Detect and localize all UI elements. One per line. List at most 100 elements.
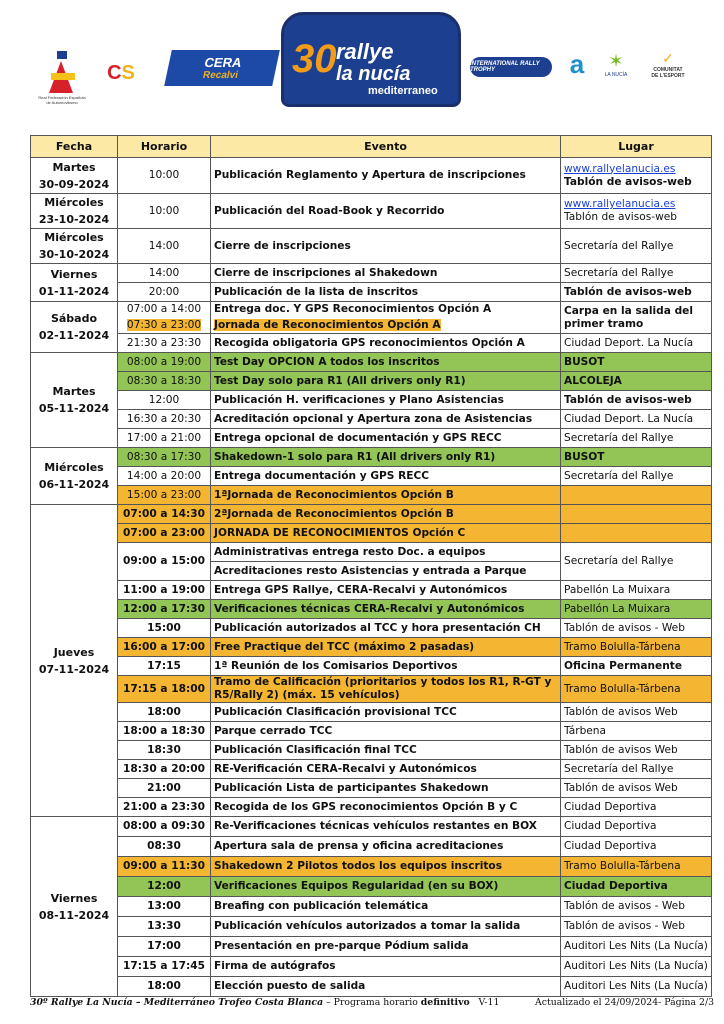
event-text: Publicación del Road-Book y Recorrido: [214, 204, 445, 217]
event-cell: Publicación H. verificaciones y Plano As…: [210, 390, 561, 410]
event-text: Tramo de Calificación (prioritarios y to…: [214, 676, 552, 702]
place-cell: Tramo Bolulla-Tárbena: [560, 675, 712, 703]
website-link[interactable]: www.rallyelanucia.es: [564, 162, 676, 175]
event-text: Jornada de Reconocimientos Opción A: [214, 318, 441, 331]
event-text: Verificaciones técnicas CERA-Recalvi y A…: [214, 602, 525, 615]
date-cell: Martes 30-09-2024: [30, 157, 118, 194]
place-cell: Tablón de avisos - Web: [560, 916, 712, 937]
place-cell: Pabellón La Muixara: [560, 580, 712, 600]
event-text: RE-Verificación CERA-Recalvi y Autonómic…: [214, 762, 477, 775]
event-text: Acreditaciones resto Asistencias y entra…: [214, 564, 527, 577]
table-row: 09:00 a 11:30 Shakedown 2 Pilotos todos l…: [31, 856, 712, 877]
table-row: 12:00 Verificaciones Equipos Regularidad …: [31, 876, 712, 897]
time-text: 12:00: [147, 880, 181, 892]
event-cell: Recogida obligatoria GPS reconocimientos…: [210, 333, 561, 353]
event-text: Administrativas entrega resto Doc. a equ…: [214, 545, 486, 558]
place-text: Auditori Les Nits (La Nucía): [564, 960, 708, 972]
table-row: 20:00 Publicación de la lista de inscrito…: [31, 282, 712, 302]
table-row: 13:00 Breafing con publicación telemática…: [31, 896, 712, 917]
time-text: 13:30: [147, 920, 181, 932]
event-text: Publicación Lista de participantes Shake…: [214, 781, 489, 794]
table-row: 16:00 a 17:00 Free Practique del TCC (máx…: [31, 637, 712, 657]
time-text: 08:00 a 09:30: [123, 820, 205, 832]
table-row: 16:30 a 20:30 Acreditación opcional y Ape…: [31, 409, 712, 429]
event-cell: Firma de autógrafos: [210, 956, 561, 977]
time-cell: 08:30: [117, 836, 211, 857]
event-text: Shakedown 2 Pilotos todos los equipos in…: [214, 860, 503, 872]
table-row: 07:30 a 23:00 Jornada de Reconocimientos …: [31, 317, 712, 334]
event-cell: Entrega doc. Y GPS Reconocimientos Opció…: [210, 301, 561, 318]
place-cell: Tablón de avisos Web: [560, 702, 712, 722]
event-cell: Shakedown-1 solo para R1 (All drivers on…: [210, 447, 561, 467]
time-cell: 07:00 a 14:30: [117, 504, 211, 524]
table-row: 08:30 Apertura sala de prensa y oficina a…: [31, 836, 712, 857]
time-cell: 20:00: [117, 282, 211, 302]
time-cell: 08:30 a 18:30: [117, 371, 211, 391]
date-line: Miércoles: [44, 231, 104, 244]
event-text: Recogida de los GPS reconocimientos Opci…: [214, 800, 518, 813]
footer-sep: – Programa horario: [323, 997, 421, 1008]
time-text: 07:30 a 23:00: [126, 318, 202, 331]
place-cell: Pabellón La Muixara: [560, 599, 712, 619]
footer-version: V-11: [469, 997, 500, 1008]
time-cell: 21:00: [117, 778, 211, 798]
event-cell: Publicación Clasificación provisional TC…: [210, 702, 561, 722]
time-cell: 17:00 a 21:00: [117, 428, 211, 448]
event-cell: 2ªJornada de Reconocimientos Opción B: [210, 504, 561, 524]
date-line: 01-11-2024: [38, 284, 110, 298]
place-cell: Secretaría del Rallye: [560, 466, 712, 486]
website-link[interactable]: www.rallyelanucia.es: [564, 198, 676, 210]
place-text: Tablón de avisos Web: [564, 705, 678, 718]
table-row: Viernes 08-11-2024 08:00 a 09:30 Re-Verific…: [30, 816, 712, 997]
table-row: 18:30 Publicación Clasificación final TCC…: [31, 740, 712, 760]
table-row: 17:15 a 18:00 Tramo de Calificación (prio…: [31, 675, 712, 703]
time-cell: 08:30 a 17:30: [117, 447, 211, 467]
place-text: Secretaría del Rallye: [564, 762, 674, 775]
time-cell: 14:00: [117, 228, 211, 264]
time-cell: 17:00: [117, 936, 211, 957]
place-text: Tablón de avisos - Web: [564, 621, 685, 634]
place-cell: Secretaría del Rallye: [560, 263, 712, 283]
event-cell: Publicación autorizados al TCC y hora pr…: [210, 618, 561, 638]
place-cell: Tablón de avisos-web: [560, 390, 712, 410]
event-cell: RE-Verificación CERA-Recalvi y Autonómic…: [210, 759, 561, 779]
date-line: 30-09-2024: [38, 177, 110, 191]
time-cell: 10:00: [117, 193, 211, 229]
place-cell: Secretaría del Rallye: [560, 759, 712, 779]
time-text: 10:00: [148, 204, 180, 217]
date-line: 06-11-2024: [38, 478, 110, 491]
place-cell: www.rallyelanucia.es Tablón de avisos-web: [560, 157, 712, 194]
place-text: Secretaría del Rallye: [564, 239, 674, 252]
time-text: 14:00: [148, 266, 180, 279]
place-cell: ALCOLEJA: [560, 371, 712, 391]
event-cell: Entrega opcional de documentación y GPS …: [210, 428, 561, 448]
time-cell: 17:15 a 17:45: [117, 956, 211, 977]
time-cell: 12:00: [117, 876, 211, 897]
place-text: BUSOT: [564, 355, 605, 368]
event-text: Publicación Clasificación provisional TC…: [214, 705, 457, 718]
event-cell: Apertura sala de prensa y oficina acredi…: [210, 836, 561, 857]
event-cell: Acreditaciones resto Asistencias y entra…: [210, 561, 561, 581]
place-text: Ciudad Deportiva: [564, 820, 657, 832]
table-row: 07:00 a 23:00 JORNADA DE RECONOCIMIENTOS …: [31, 523, 712, 543]
place-text: Ciudad Deportiva: [564, 880, 668, 892]
place-cell: [560, 485, 712, 505]
place-cell: BUSOT: [560, 352, 712, 372]
time-text: 18:30: [147, 743, 181, 756]
event-cell: JORNADA DE RECONOCIMIENTOS Opción C: [210, 523, 561, 543]
date-cell: Martes 05-11-2024: [30, 352, 118, 448]
date-line: Jueves: [53, 645, 95, 659]
time-cell: 07:00 a 14:00: [117, 301, 211, 318]
date-cell: Viernes 08-11-2024: [30, 816, 118, 997]
place-cell: Ciudad Deport. La Nucía: [560, 333, 712, 353]
place-text: Ciudad Deport. La Nucía: [564, 336, 694, 349]
time-cell: 13:00: [117, 896, 211, 917]
table-row: 14:00 a 20:00 Entrega documentación y GPS…: [31, 466, 712, 486]
table-row: 08:30 a 18:30 Test Day solo para R1 (All …: [31, 371, 712, 391]
event-text: Firma de autógrafos: [214, 960, 336, 972]
place-text: Tablón de avisos Web: [564, 743, 678, 756]
time-cell: 08:00 a 19:00: [117, 352, 211, 372]
place-text: Ciudad Deport. La Nucía: [564, 412, 694, 425]
time-cell: 18:00 a 18:30: [117, 721, 211, 741]
la-nucia-logo: ✶ LA NUCÍA: [604, 50, 628, 78]
